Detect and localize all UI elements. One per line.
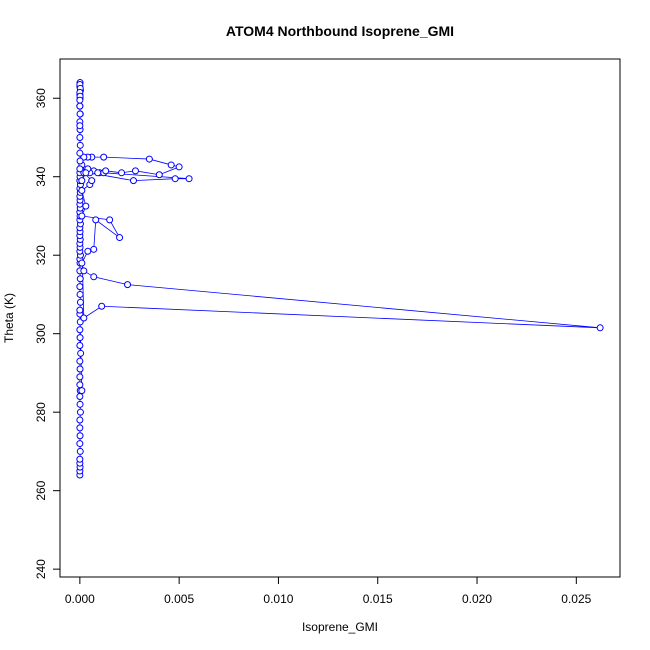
data-point [76, 400, 84, 408]
data-point [76, 440, 84, 448]
data-point [76, 157, 84, 165]
data-point [116, 234, 124, 242]
y-tick-label: 320 [34, 245, 48, 265]
series-line [79, 82, 601, 475]
data-point [90, 245, 98, 253]
y-axis-label: Theta (K) [2, 293, 16, 343]
data-point [131, 167, 139, 175]
data-point [80, 267, 88, 275]
data-point [155, 171, 163, 179]
data-point [76, 424, 84, 432]
x-tick-label: 0.015 [363, 592, 393, 606]
data-point [76, 283, 84, 291]
data-point [76, 275, 84, 283]
data-point [76, 149, 84, 157]
data-point [76, 365, 84, 373]
data-point [90, 273, 98, 281]
data-point [76, 96, 84, 104]
data-point [78, 259, 86, 267]
data-point [82, 202, 90, 210]
data-point [596, 324, 604, 332]
data-point [76, 165, 84, 173]
x-tick-label: 0.000 [65, 592, 95, 606]
data-point [78, 177, 86, 185]
data-point [98, 302, 106, 310]
data-point [84, 247, 92, 255]
y-tick-label: 260 [34, 480, 48, 500]
x-axis: 0.000 0.005 0.010 0.015 0.020 0.025 [65, 576, 592, 606]
data-point [76, 341, 84, 349]
data-point [76, 416, 84, 424]
chart-title: ATOM4 Northbound Isoprene_GMI [226, 23, 454, 39]
data-point [76, 432, 84, 440]
data-point [76, 306, 84, 314]
data-point [78, 212, 86, 220]
data-point [76, 381, 84, 389]
y-tick-label: 360 [34, 88, 48, 108]
data-point [171, 175, 179, 183]
y-tick-label: 340 [34, 166, 48, 186]
data-point [145, 155, 153, 163]
data-point [100, 153, 108, 161]
x-tick-label: 0.025 [561, 592, 591, 606]
x-axis-label: Isoprene_GMI [302, 620, 378, 634]
data-point [185, 175, 193, 183]
data-point [94, 169, 102, 177]
data-point [78, 186, 86, 194]
data-point [88, 177, 96, 185]
data-point [78, 387, 86, 395]
data-point [106, 216, 114, 224]
data-point [76, 290, 84, 298]
data-point [80, 314, 88, 322]
y-tick-label: 240 [34, 559, 48, 579]
x-tick-label: 0.020 [462, 592, 492, 606]
data-point [76, 141, 84, 149]
data-point [76, 110, 84, 118]
data-point [124, 281, 132, 289]
data-point [76, 392, 84, 400]
data-point [92, 216, 100, 224]
data-point [175, 163, 183, 171]
data-point [118, 169, 126, 177]
data-point [76, 447, 84, 455]
data-point [82, 169, 90, 177]
y-tick-label: 280 [34, 402, 48, 422]
data-point [76, 133, 84, 141]
y-tick-label: 300 [34, 323, 48, 343]
data-point [76, 326, 84, 334]
data-point [76, 408, 84, 416]
data-point [76, 102, 84, 110]
x-tick-label: 0.010 [263, 592, 293, 606]
y-axis: 240 260 280 300 320 340 360 [34, 88, 61, 579]
data-point [167, 161, 175, 169]
data-point [76, 357, 84, 365]
data-point [77, 349, 85, 357]
data-point [76, 334, 84, 342]
data-point [129, 177, 137, 185]
data-point [76, 298, 84, 306]
x-tick-label: 0.005 [164, 592, 194, 606]
series-layer [76, 79, 604, 479]
data-point [76, 373, 84, 381]
data-point [76, 455, 84, 463]
data-point [102, 167, 110, 175]
data-point [76, 122, 84, 130]
